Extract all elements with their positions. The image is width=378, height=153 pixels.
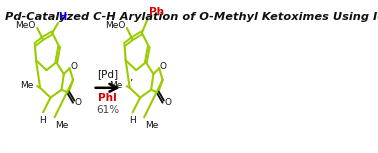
Text: Ph: Ph (149, 7, 164, 17)
Text: PhI: PhI (98, 93, 117, 103)
Text: Me: Me (20, 81, 33, 90)
Text: Pd-Catalyzed C-H Arylation of O-Methyl Ketoximes Using Iodoarenes:: Pd-Catalyzed C-H Arylation of O-Methyl K… (5, 12, 378, 22)
Text: H: H (129, 116, 135, 125)
Text: H: H (59, 12, 67, 22)
FancyBboxPatch shape (0, 0, 221, 153)
Text: O: O (70, 62, 77, 71)
Text: O: O (160, 62, 167, 71)
Text: H: H (39, 116, 46, 125)
Text: Me: Me (109, 81, 123, 90)
Text: O: O (164, 98, 171, 107)
Text: O: O (75, 98, 82, 107)
Text: ’: ’ (129, 79, 132, 89)
Text: 61%: 61% (96, 105, 119, 115)
Text: [Pd]: [Pd] (97, 69, 118, 79)
Text: Me: Me (55, 121, 68, 130)
Text: Me: Me (145, 121, 158, 130)
Text: MeO: MeO (15, 21, 36, 30)
Text: MeO: MeO (105, 21, 125, 30)
